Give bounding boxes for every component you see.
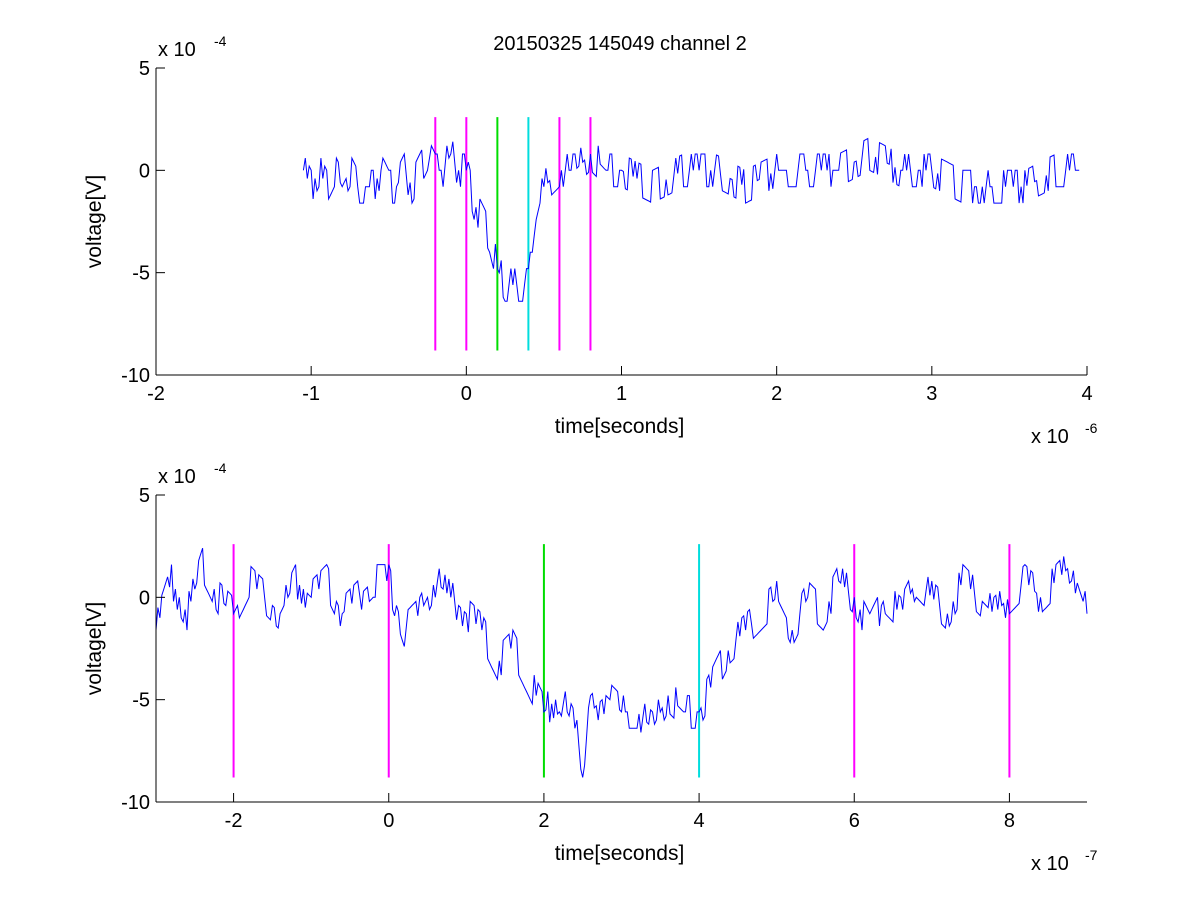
y-tick-label: 5 [139, 58, 150, 80]
x-tick-label: -2 [147, 383, 165, 405]
y-tick-label: -5 [132, 690, 150, 712]
x-tick-label: 2 [538, 810, 549, 832]
y-tick-label: -5 [132, 263, 150, 285]
y-axis-label: voltage[V] [83, 602, 106, 695]
y-tick-label: -10 [121, 365, 150, 387]
figure-title: 20150325 145049 channel 2 [493, 33, 747, 55]
y-exponent-label: x 10 [158, 39, 196, 61]
y-exponent-power: -4 [214, 33, 227, 49]
x-tick-label: 0 [383, 810, 394, 832]
x-axis-label: time[seconds] [555, 842, 685, 865]
y-exponent-power: -4 [214, 460, 227, 476]
x-tick-label: 6 [849, 810, 860, 832]
y-tick-label: 0 [139, 587, 150, 609]
x-tick-label: -1 [302, 383, 320, 405]
x-tick-label: 0 [461, 383, 472, 405]
x-exponent-label: x 10 [1031, 853, 1069, 875]
y-axis-label: voltage[V] [83, 175, 106, 268]
y-tick-label: -10 [121, 792, 150, 814]
x-exponent-power: -7 [1085, 847, 1098, 863]
x-tick-label: 2 [771, 383, 782, 405]
x-tick-label: 4 [694, 810, 705, 832]
y-tick-label: 5 [139, 485, 150, 507]
signal-series-0 [302, 137, 1080, 302]
y-tick-label: 0 [139, 160, 150, 182]
x-tick-label: 3 [926, 383, 937, 405]
x-tick-label: 4 [1081, 383, 1092, 405]
x-tick-label: -2 [225, 810, 243, 832]
x-exponent-power: -6 [1085, 420, 1098, 436]
bottom-axes: -2 0 2 4 6 8 -10 -5 0 5 x 10 -4 x 10 -7 time[seconds] v… [83, 460, 1098, 875]
signal-series-0 [155, 548, 1088, 778]
x-exponent-label: x 10 [1031, 426, 1069, 448]
y-exponent-label: x 10 [158, 466, 196, 488]
x-tick-label: 1 [616, 383, 627, 405]
x-axis-label: time[seconds] [555, 415, 685, 438]
x-tick-label: 8 [1004, 810, 1015, 832]
